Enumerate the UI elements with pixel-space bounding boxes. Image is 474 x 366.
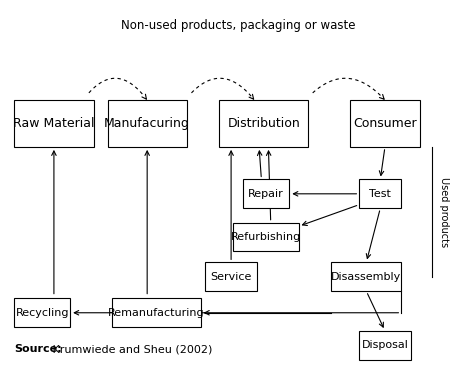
Text: Service: Service [210, 272, 252, 282]
FancyBboxPatch shape [219, 100, 308, 147]
Text: Raw Material: Raw Material [13, 117, 95, 130]
FancyBboxPatch shape [205, 262, 257, 291]
Text: Consumer: Consumer [353, 117, 417, 130]
FancyBboxPatch shape [14, 298, 70, 327]
Text: Source:: Source: [14, 344, 62, 354]
FancyBboxPatch shape [350, 100, 420, 147]
Text: Used products: Used products [438, 177, 448, 247]
FancyBboxPatch shape [359, 179, 401, 208]
Text: Krumwiede and Sheu (2002): Krumwiede and Sheu (2002) [49, 344, 213, 354]
Text: Test: Test [369, 189, 391, 199]
Text: Repair: Repair [248, 189, 284, 199]
Text: Remanufacturing: Remanufacturing [108, 308, 205, 318]
FancyBboxPatch shape [331, 262, 401, 291]
FancyBboxPatch shape [233, 223, 299, 251]
Text: Recycling: Recycling [16, 308, 69, 318]
Text: Manufacuring: Manufacuring [104, 117, 190, 130]
Text: Non-used products, packaging or waste: Non-used products, packaging or waste [121, 19, 356, 32]
FancyBboxPatch shape [14, 100, 93, 147]
Text: Refurbishing: Refurbishing [231, 232, 301, 242]
FancyBboxPatch shape [359, 331, 410, 360]
FancyBboxPatch shape [243, 179, 290, 208]
Text: Distribution: Distribution [228, 117, 300, 130]
Text: Disposal: Disposal [362, 340, 409, 350]
Text: Disassembly: Disassembly [331, 272, 401, 282]
FancyBboxPatch shape [112, 298, 201, 327]
FancyBboxPatch shape [108, 100, 187, 147]
